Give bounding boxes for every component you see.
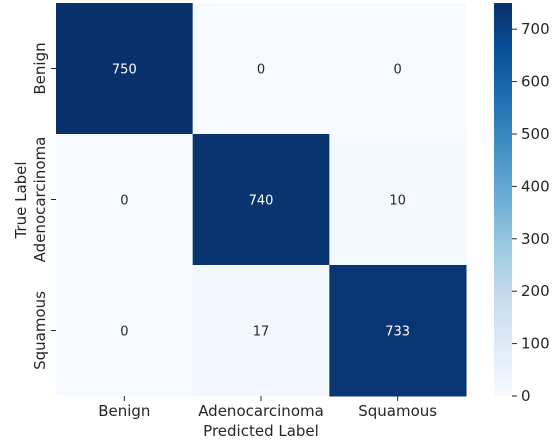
y-tick-label: Benign (31, 42, 49, 94)
colorbar-tick-label: 500 (521, 125, 550, 143)
colorbar-tick-label: 300 (521, 230, 550, 248)
cell-value-label: 0 (120, 194, 128, 209)
y-tick-label: Adenocarcinoma (31, 137, 49, 263)
cell-value-label: 17 (253, 325, 270, 340)
heatmap-cell (56, 134, 194, 266)
cell-value-label: 733 (385, 325, 410, 340)
colorbar-tick-label: 100 (521, 335, 550, 353)
colorbar (494, 3, 512, 396)
heatmap-cell-labels: 750 0 0 0 740 10 0 17 733 (112, 63, 410, 340)
x-axis-title: Predicted Label (203, 422, 319, 440)
colorbar-ticks: 0 100 200 300 400 500 600 700 (512, 20, 550, 405)
heatmap-cell (192, 265, 330, 397)
colorbar-tick-label: 0 (521, 387, 531, 405)
cell-value-label: 750 (112, 63, 137, 78)
cell-value-label: 10 (389, 194, 406, 209)
x-tick-label: Squamous (358, 402, 437, 420)
y-axis-title: True Label (12, 161, 30, 239)
x-axis-ticks: Benign Adenocarcinoma Squamous (98, 396, 437, 420)
heatmap-cells (56, 3, 467, 397)
heatmap-cell (192, 3, 330, 135)
heatmap-cell (56, 265, 194, 397)
colorbar-tick-label: 200 (521, 282, 550, 300)
cell-value-label: 0 (394, 63, 402, 78)
heatmap-cell (329, 3, 467, 135)
colorbar-tick-label: 400 (521, 177, 550, 195)
cell-value-label: 740 (249, 194, 274, 209)
colorbar-tick-label: 600 (521, 73, 550, 91)
heatmap-cell (329, 265, 467, 397)
x-tick-label: Adenocarcinoma (198, 402, 324, 420)
colorbar-tick-label: 700 (521, 20, 550, 38)
cell-value-label: 0 (257, 63, 265, 78)
cell-value-label: 0 (120, 325, 128, 340)
x-tick-label: Benign (98, 402, 150, 420)
heatmap-cell (56, 3, 194, 135)
y-axis-ticks: Benign Adenocarcinoma Squamous (31, 42, 56, 370)
heatmap-cell (329, 134, 467, 266)
heatmap-cell (192, 134, 330, 266)
y-tick-label: Squamous (31, 291, 49, 370)
